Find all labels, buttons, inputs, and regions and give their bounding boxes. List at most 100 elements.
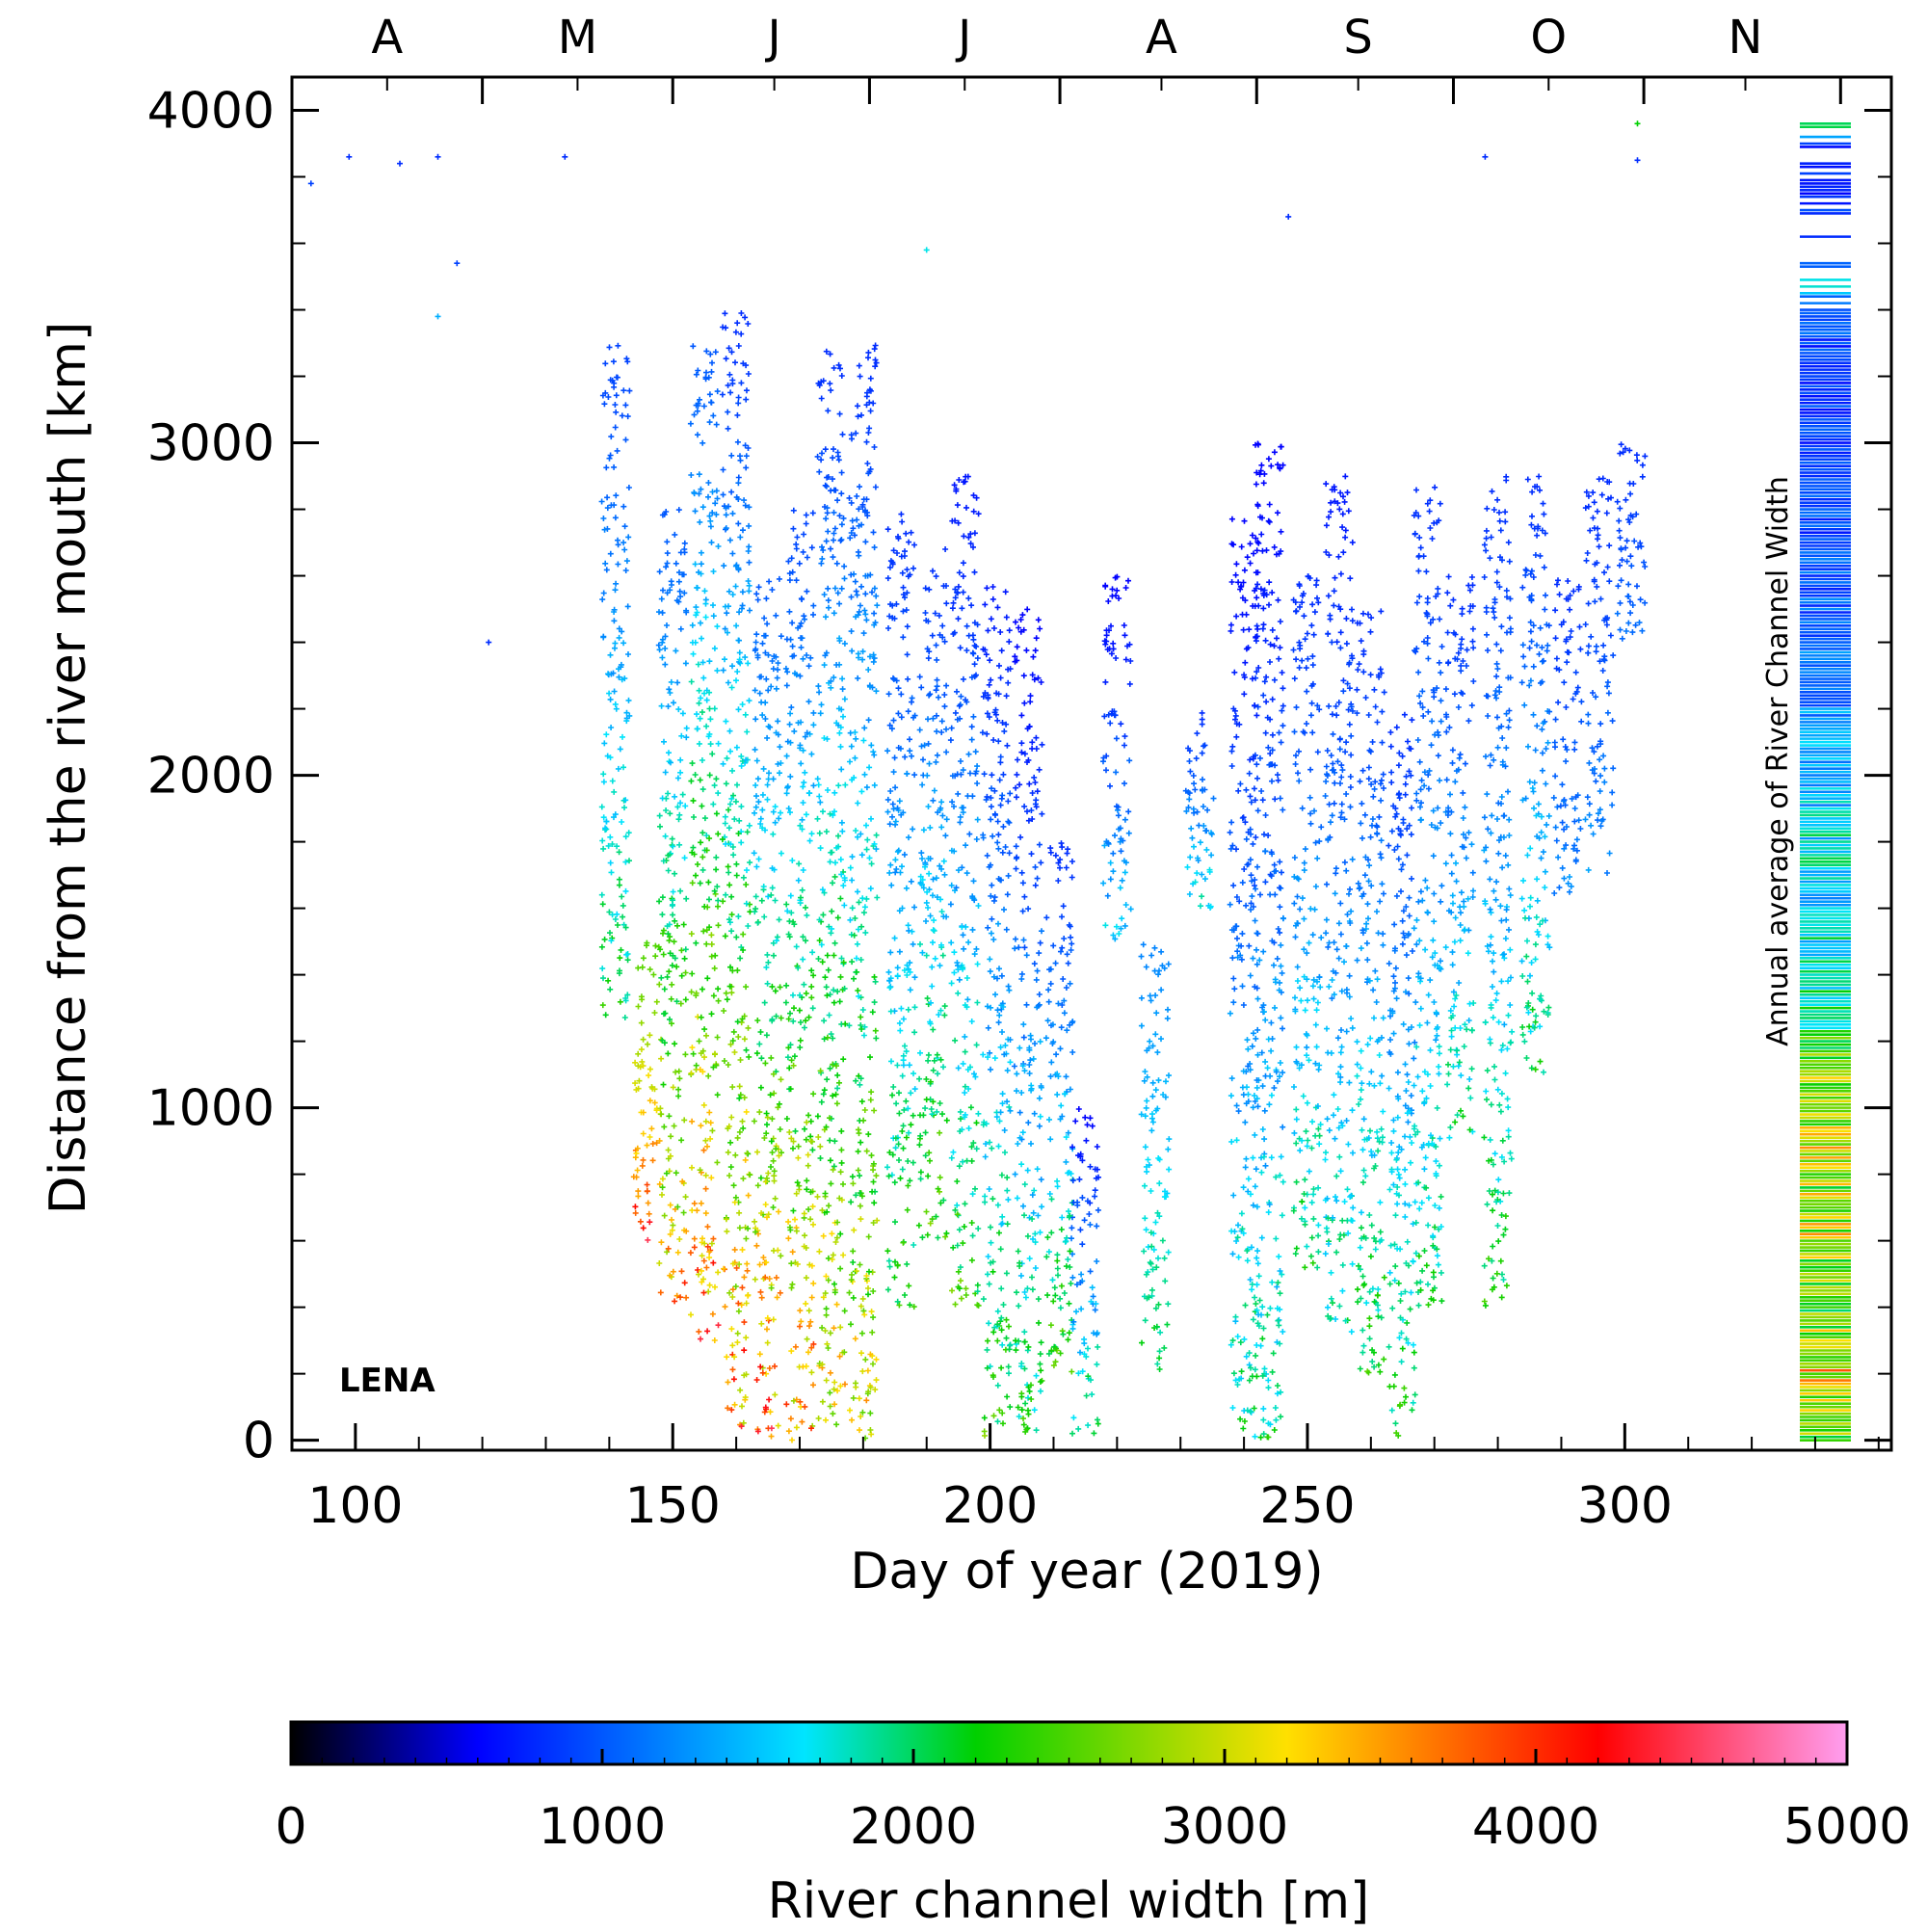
scatter-series <box>696 1038 702 1045</box>
scatter-series <box>744 1267 751 1274</box>
scatter-series <box>763 1032 937 1163</box>
scatter-series <box>655 595 1580 1313</box>
scatter-series <box>1031 517 1278 683</box>
scatter-series <box>663 858 1506 1241</box>
scatter-series <box>955 1268 1272 1441</box>
scatter-series <box>863 1273 870 1279</box>
scatter-series <box>903 1061 1451 1353</box>
scatter-series <box>598 754 1506 1414</box>
scatter-series <box>789 1437 795 1443</box>
scatter-series <box>709 1310 716 1317</box>
scatter-series <box>693 604 1544 1199</box>
scatter-series <box>621 472 1504 1025</box>
scatter-series <box>729 1288 764 1373</box>
scatter-series <box>729 1252 847 1267</box>
scatter-series <box>735 846 1546 1302</box>
scatter-series <box>656 1180 805 1325</box>
scatter-series <box>790 1138 829 1334</box>
scatter-series <box>706 1282 809 1307</box>
scatter-series <box>640 1063 864 1419</box>
scatter-series <box>715 1322 722 1329</box>
scatter-series <box>700 1289 707 1296</box>
scatter-series <box>706 924 1509 1264</box>
scatter-series <box>722 820 1514 1388</box>
scatter-series <box>679 791 1431 1336</box>
scatter-series <box>606 342 1614 876</box>
scatter-series <box>960 894 1534 1111</box>
scatter-series <box>722 603 1438 1290</box>
scatter-series <box>664 590 1610 979</box>
scatter-series <box>702 1137 837 1392</box>
scatter-series <box>694 726 1548 1170</box>
scatter-series <box>1038 540 1280 685</box>
scatter-series <box>647 966 795 1267</box>
scatter-series <box>719 836 1533 1394</box>
scatter-series <box>858 411 1607 884</box>
scatter-series <box>638 1046 813 1278</box>
scatter-series <box>740 947 747 953</box>
scatter-series <box>855 413 1634 826</box>
scatter-series <box>605 839 1061 1264</box>
scatter-series <box>858 1350 864 1357</box>
scatter-series <box>601 401 1596 1248</box>
scatter-series <box>981 1191 1495 1421</box>
scatter-series <box>968 1257 975 1263</box>
scatter-series <box>834 1072 1464 1432</box>
scatter-series <box>736 649 1471 1315</box>
scatter-series <box>746 522 1605 982</box>
scatter-series <box>857 1203 863 1209</box>
scatter-series <box>607 940 1271 1318</box>
scatter-series <box>805 1162 811 1169</box>
scatter-series <box>726 603 1434 1133</box>
scatter-series <box>728 489 1644 949</box>
scatter-series <box>678 928 817 1189</box>
scatter-series <box>612 387 1607 951</box>
scatter-series <box>669 895 1544 1143</box>
scatter-series <box>649 1141 656 1147</box>
scatter-series <box>854 968 860 975</box>
scatter-series <box>955 583 1276 773</box>
scatter-series <box>672 917 1505 1286</box>
scatter-series <box>728 1407 735 1414</box>
scatter-series <box>612 645 1514 1147</box>
colorbar-gradient <box>289 1720 1849 1766</box>
scatter-series <box>648 1084 812 1314</box>
scatter-series <box>955 519 1272 788</box>
scatter-series <box>769 846 1533 1251</box>
scatter-series <box>616 882 1367 1245</box>
colorbar: 0 1000 2000 3000 4000 5000 <box>275 1720 1911 1856</box>
scatter-series <box>690 844 1023 1269</box>
scatter-series <box>964 1157 1346 1224</box>
scatter-series <box>935 1185 1064 1357</box>
scatter-series <box>734 781 1546 1216</box>
scatter-series <box>725 1379 731 1386</box>
scatter-series <box>826 1203 872 1240</box>
scatter-series <box>861 1311 868 1318</box>
scatter-series <box>672 371 1634 954</box>
scatter-series <box>731 1309 875 1361</box>
scatter-series <box>704 879 1158 1374</box>
scatter-series <box>668 844 1496 1208</box>
scatter-series <box>700 1024 752 1054</box>
scatter-series <box>1325 1179 1422 1370</box>
scatter-series <box>669 560 1507 1070</box>
scatter-series <box>632 1154 838 1408</box>
scatter-series <box>742 711 867 1039</box>
scatter-series <box>833 1063 839 1070</box>
scatter-series <box>858 923 1028 1372</box>
scatter-series <box>640 1036 748 1043</box>
scatter-series <box>667 851 1392 1356</box>
scatter-series <box>884 1111 1272 1391</box>
scatter-series <box>656 494 1617 1275</box>
scatter-series <box>600 543 1528 1143</box>
scatter-series <box>435 313 1532 1195</box>
scatter-series <box>635 1085 779 1150</box>
scatter-series <box>744 1260 874 1423</box>
scatter-series <box>689 760 1507 1270</box>
scatter-series <box>891 1179 898 1186</box>
scatter-series <box>670 726 1424 1285</box>
scatter-series <box>667 1202 862 1434</box>
scatter-series <box>697 880 1411 1411</box>
scatter-series <box>732 1284 969 1292</box>
scatter-series <box>855 1126 861 1133</box>
